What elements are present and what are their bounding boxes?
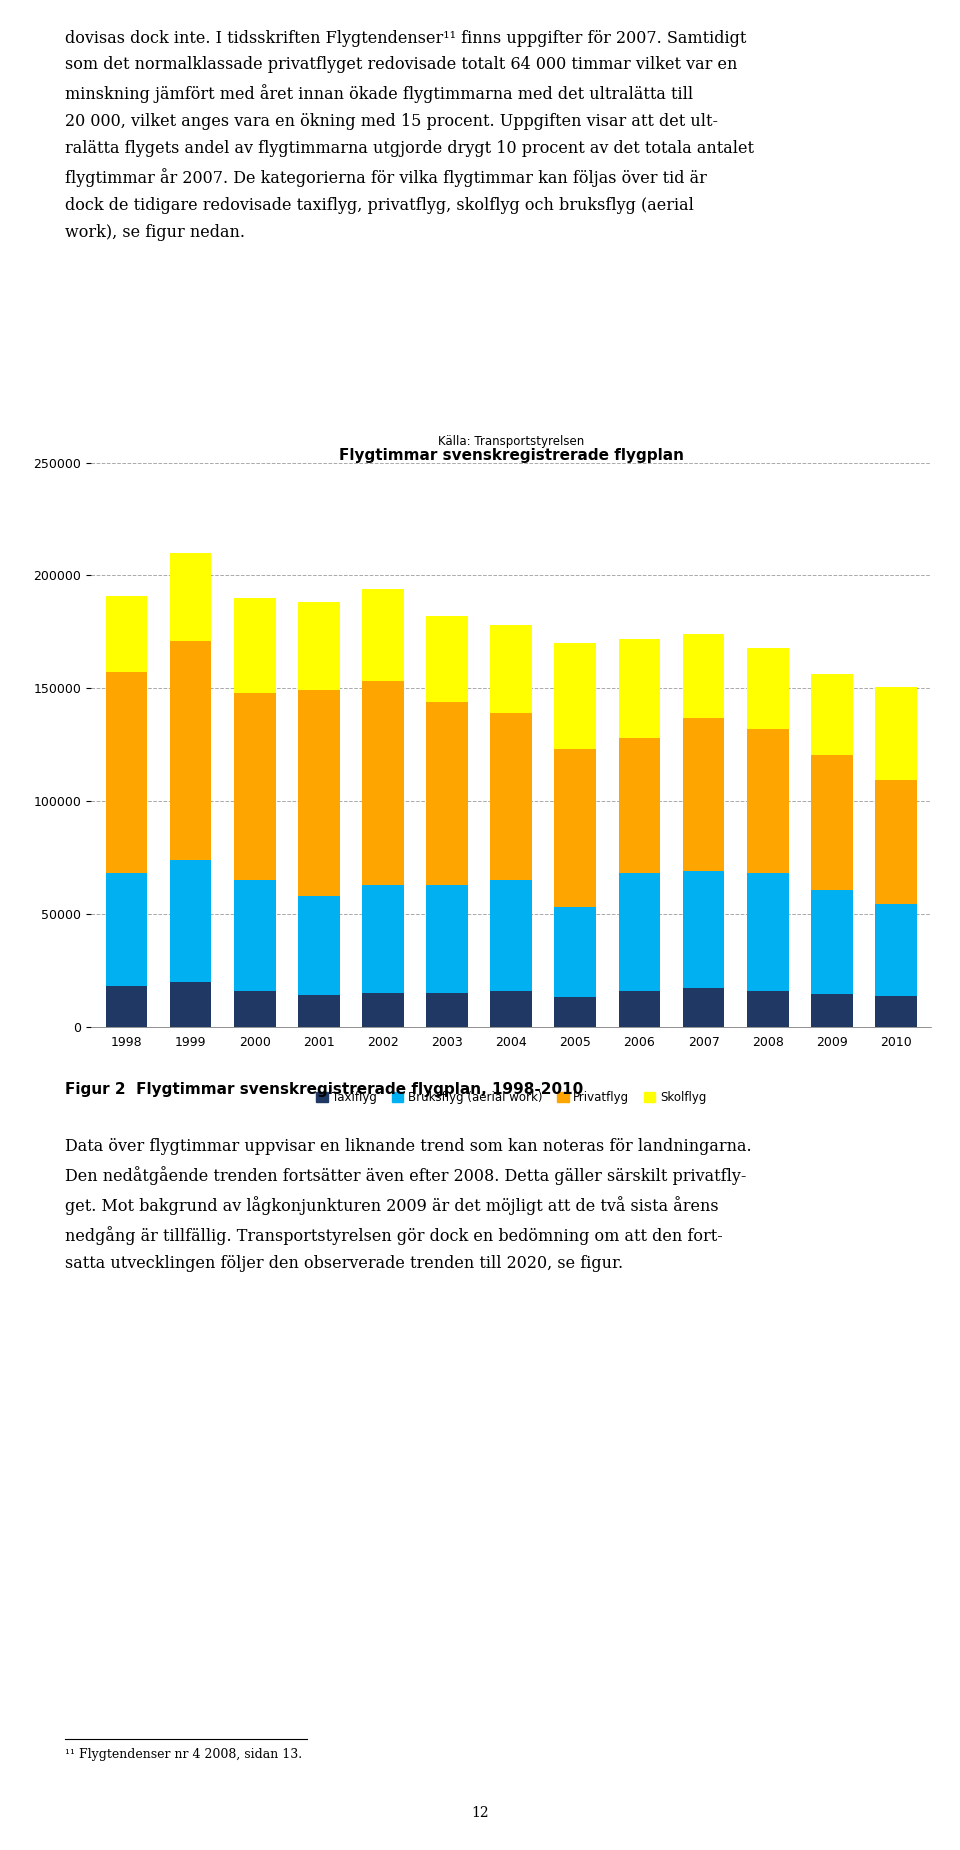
Text: Data över flygtimmar uppvisar en liknande trend som kan noteras för landningarna: Data över flygtimmar uppvisar en liknand… <box>65 1138 752 1271</box>
Bar <box>491 712 532 881</box>
Text: ¹¹ Flygtendenser nr 4 2008, sidan 13.: ¹¹ Flygtendenser nr 4 2008, sidan 13. <box>65 1748 302 1761</box>
Bar <box>362 681 404 884</box>
Bar <box>876 779 917 905</box>
Bar <box>618 738 660 873</box>
Bar <box>170 553 211 640</box>
Bar <box>491 990 532 1027</box>
Bar <box>491 881 532 990</box>
Bar <box>234 598 276 692</box>
Bar <box>426 884 468 993</box>
Bar <box>362 993 404 1027</box>
Legend: Taxiflyg, Bruksflyg (aerial work), Privatflyg, Skolflyg: Taxiflyg, Bruksflyg (aerial work), Priva… <box>311 1086 711 1108</box>
Bar <box>298 895 340 995</box>
Bar <box>106 596 147 672</box>
Bar <box>362 884 404 993</box>
Bar <box>298 690 340 895</box>
Bar <box>555 997 596 1027</box>
Bar <box>555 906 596 997</box>
Bar <box>618 990 660 1027</box>
Bar <box>106 986 147 1027</box>
Bar <box>106 672 147 873</box>
Bar <box>683 635 725 718</box>
Bar <box>170 860 211 982</box>
Text: dovisas dock inte. I tidsskriften Flygtendenser¹¹ finns uppgifter för 2007. Samt: dovisas dock inte. I tidsskriften Flygte… <box>65 30 755 240</box>
Bar <box>876 997 917 1027</box>
Bar <box>362 588 404 681</box>
Bar <box>491 625 532 712</box>
Text: 12: 12 <box>471 1806 489 1820</box>
Bar <box>426 616 468 701</box>
Bar <box>234 990 276 1027</box>
Bar <box>555 749 596 906</box>
Bar <box>747 873 788 990</box>
Bar <box>106 873 147 986</box>
Bar <box>618 638 660 738</box>
Bar <box>426 701 468 884</box>
Bar <box>811 890 852 993</box>
Bar <box>876 905 917 997</box>
Title: Flygtimmar svenskregistrerade flygplan: Flygtimmar svenskregistrerade flygplan <box>339 448 684 462</box>
Bar <box>298 995 340 1027</box>
Bar <box>618 873 660 990</box>
Bar <box>234 692 276 881</box>
Bar <box>234 881 276 990</box>
Bar <box>298 603 340 690</box>
Bar <box>555 644 596 749</box>
Bar <box>683 988 725 1027</box>
Bar <box>811 673 852 755</box>
Bar <box>747 648 788 729</box>
Bar <box>747 729 788 873</box>
Bar <box>683 718 725 871</box>
Bar <box>170 640 211 860</box>
Bar <box>170 982 211 1027</box>
Bar <box>683 871 725 988</box>
Bar <box>876 686 917 779</box>
Bar <box>811 755 852 890</box>
Text: Källa: Transportstyrelsen: Källa: Transportstyrelsen <box>438 435 585 448</box>
Text: Figur 2  Flygtimmar svenskregistrerade flygplan, 1998-2010: Figur 2 Flygtimmar svenskregistrerade fl… <box>65 1082 584 1097</box>
Bar <box>426 993 468 1027</box>
Bar <box>747 990 788 1027</box>
Bar <box>811 993 852 1027</box>
